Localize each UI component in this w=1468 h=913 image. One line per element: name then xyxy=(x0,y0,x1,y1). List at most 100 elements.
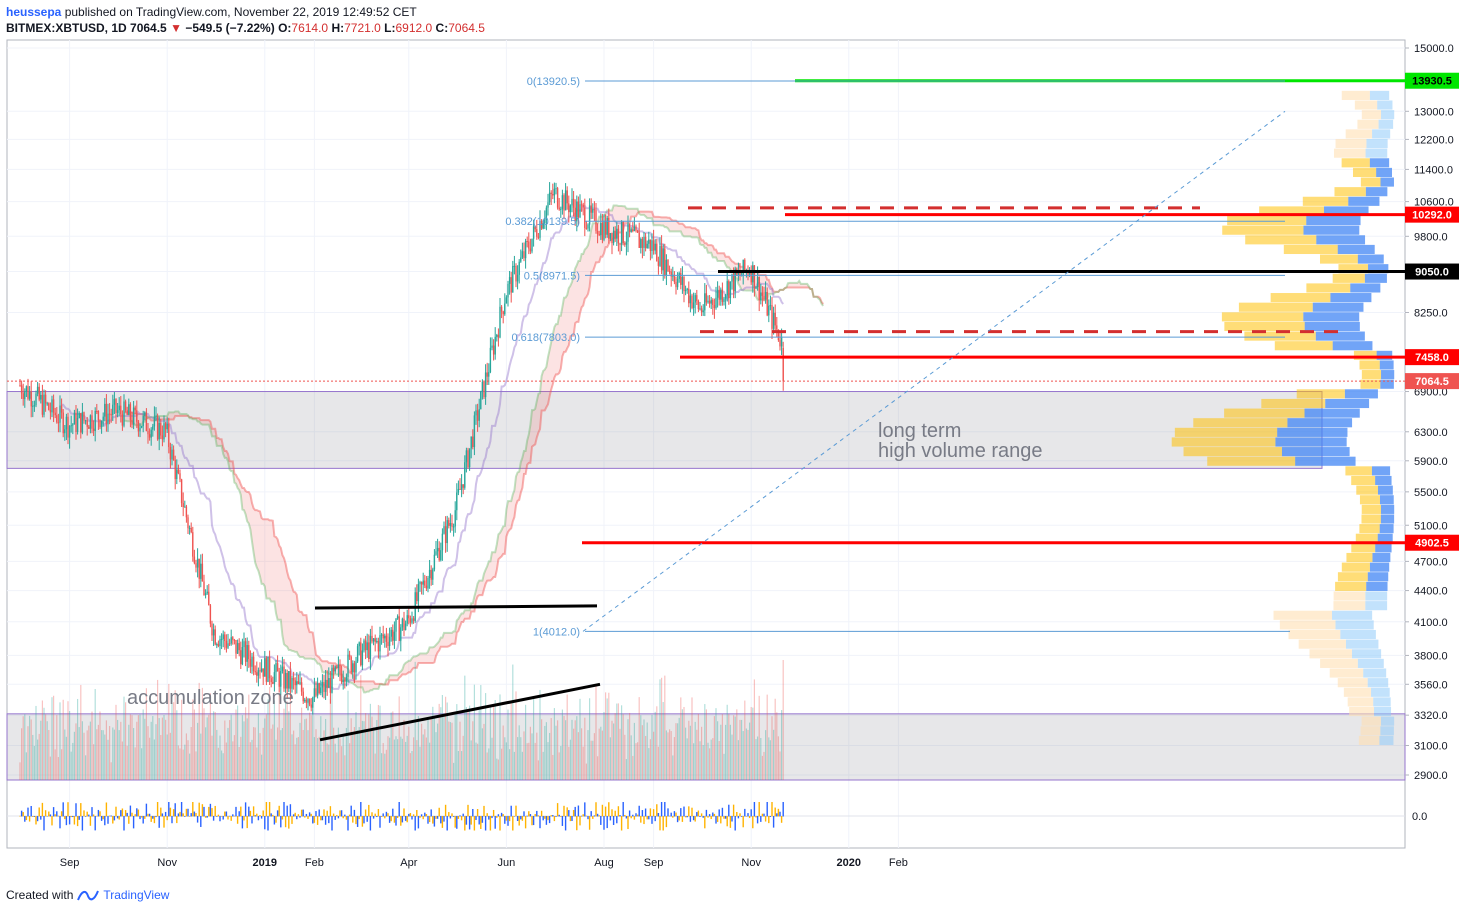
time-tick-label: Aug xyxy=(594,857,614,869)
tradingview-brand[interactable]: TradingView xyxy=(103,888,170,902)
volume-bar xyxy=(566,694,568,780)
volume-bar xyxy=(504,737,506,780)
author-link[interactable]: heussepa xyxy=(6,5,62,19)
vp-bar-sell xyxy=(1224,408,1305,418)
osc-bar xyxy=(219,816,221,822)
volume-bar xyxy=(91,711,93,780)
volume-bar xyxy=(177,745,179,780)
volume-bar xyxy=(555,725,557,780)
osc-bar xyxy=(627,816,629,830)
candle-body xyxy=(696,295,698,301)
candle-body xyxy=(110,414,112,416)
vp-bar-sell xyxy=(1244,331,1316,341)
volume-bar xyxy=(101,730,103,780)
candle-body xyxy=(355,661,357,673)
symbol-name[interactable]: BITMEX:XBTUSD, 1D xyxy=(6,21,127,35)
volume-bar xyxy=(349,743,351,780)
osc-bar xyxy=(692,816,695,821)
candle-body xyxy=(156,415,159,440)
osc-bar xyxy=(593,815,596,817)
volume-bar xyxy=(709,748,711,780)
candle-body xyxy=(147,430,149,435)
volume-bar xyxy=(171,703,173,780)
candle-body xyxy=(606,218,608,235)
osc-bar xyxy=(694,816,696,822)
volume-bar xyxy=(294,744,296,780)
candle-body xyxy=(131,419,133,425)
osc-bar xyxy=(216,816,218,817)
candle-body xyxy=(657,261,660,266)
volume-bar xyxy=(677,723,679,780)
candle-body xyxy=(171,449,173,460)
volume-bar xyxy=(289,698,291,780)
volume-bar xyxy=(451,722,453,780)
osc-bar xyxy=(566,807,568,817)
vp-bar-sell xyxy=(1309,649,1352,659)
volume-bar xyxy=(579,698,581,780)
volume-bar xyxy=(539,689,541,780)
osc-bar xyxy=(62,802,64,817)
price-tick-label: 4700.0 xyxy=(1414,556,1448,568)
osc-bar xyxy=(483,805,485,817)
osc-bar xyxy=(417,816,420,829)
osc-bar xyxy=(316,816,319,825)
candle-body xyxy=(590,205,592,213)
volume-bar xyxy=(675,723,677,780)
osc-bar xyxy=(388,816,391,823)
candle-body xyxy=(542,223,544,229)
osc-bar xyxy=(496,816,498,818)
candle-body xyxy=(435,551,437,555)
volume-bar xyxy=(774,698,776,780)
volume-bar xyxy=(377,704,379,780)
osc-bar xyxy=(113,816,116,821)
osc-bar xyxy=(632,814,634,817)
osc-bar xyxy=(424,812,426,817)
vp-bar-sell xyxy=(1224,321,1305,332)
vp-bar-buy xyxy=(1369,158,1390,168)
osc-bar xyxy=(657,813,660,817)
osc-bar xyxy=(329,806,332,817)
osc-bar xyxy=(76,816,79,827)
vp-bar-buy xyxy=(1303,225,1360,235)
candle-body xyxy=(641,238,644,248)
cloud-span-b xyxy=(124,204,824,694)
osc-bar xyxy=(603,816,605,830)
osc-bar xyxy=(499,816,501,831)
candle-body xyxy=(408,615,410,619)
candle-body xyxy=(332,667,335,672)
candle-body xyxy=(123,401,125,426)
candle-body xyxy=(712,299,714,305)
volume-bar xyxy=(624,734,626,780)
annotation-text: long term xyxy=(878,420,961,442)
vp-bar-buy xyxy=(1287,418,1353,428)
time-tick-label: 2019 xyxy=(253,857,277,869)
osc-bar xyxy=(409,812,412,817)
volume-bar xyxy=(187,740,189,780)
candle-body xyxy=(265,658,268,682)
osc-bar xyxy=(574,806,576,817)
candle-body xyxy=(302,691,304,702)
candle-body xyxy=(492,345,495,355)
volume-bar xyxy=(249,742,251,780)
vp-bar-sell xyxy=(1333,601,1366,611)
candle-body xyxy=(92,428,95,431)
vp-bar-buy xyxy=(1376,167,1393,177)
candle-body xyxy=(744,259,746,271)
osc-bar xyxy=(57,815,60,817)
osc-bar xyxy=(704,816,706,829)
candle-body xyxy=(203,581,205,596)
candle-body xyxy=(750,272,752,283)
candle-body xyxy=(771,305,773,329)
volume-bar xyxy=(96,729,98,780)
candle-body xyxy=(340,673,343,683)
candle-body xyxy=(502,311,504,315)
osc-bar xyxy=(678,816,680,821)
osc-bar xyxy=(124,810,127,817)
volume-bar xyxy=(144,718,146,780)
volume-bar xyxy=(150,721,152,780)
candle-body xyxy=(108,413,111,415)
volume-bar xyxy=(544,725,546,780)
osc-bar xyxy=(195,813,197,817)
vp-bar-buy xyxy=(1380,177,1394,187)
